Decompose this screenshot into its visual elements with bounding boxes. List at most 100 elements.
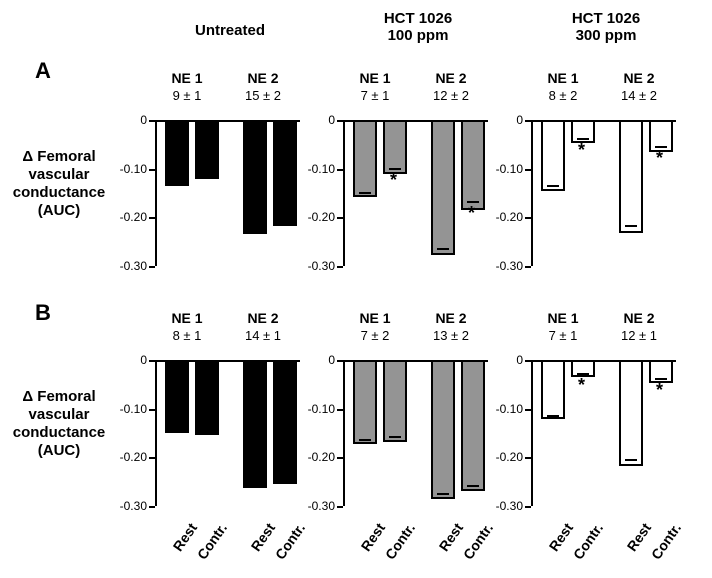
ne-group-value: 8 ± 1 bbox=[157, 328, 217, 343]
y-tick bbox=[149, 266, 155, 268]
y-tick bbox=[525, 506, 531, 508]
subplot: 0-0.10-0.20-0.30NE 17 ± 1NE 212 ± 1** bbox=[531, 360, 676, 506]
y-tick bbox=[337, 217, 343, 219]
subplot: 0-0.10-0.20-0.30NE 17 ± 2NE 213 ± 2 bbox=[343, 360, 488, 506]
bar bbox=[383, 360, 407, 442]
ne-group-value: 9 ± 1 bbox=[157, 88, 217, 103]
error-cap bbox=[249, 229, 261, 231]
y-tick-label: 0 bbox=[111, 113, 147, 127]
y-tick-label: -0.10 bbox=[299, 162, 335, 176]
ne-group-label: NE 1 bbox=[157, 70, 217, 86]
y-tick-label: -0.30 bbox=[111, 259, 147, 273]
error-cap bbox=[171, 427, 183, 429]
ne-group-value: 12 ± 2 bbox=[421, 88, 481, 103]
error-cap bbox=[437, 248, 449, 250]
y-tick-label: 0 bbox=[299, 353, 335, 367]
error-cap bbox=[625, 225, 637, 227]
bar bbox=[243, 360, 267, 488]
y-tick-label: -0.10 bbox=[299, 402, 335, 416]
y-axis-label-b: Δ Femoral vascular conductance (AUC) bbox=[4, 388, 114, 460]
panel-letter-a: A bbox=[35, 58, 51, 84]
y-tick bbox=[149, 506, 155, 508]
significance-star: * bbox=[656, 148, 663, 169]
error-cap bbox=[171, 181, 183, 183]
y-tick bbox=[149, 409, 155, 411]
significance-star: * bbox=[656, 380, 663, 401]
error-cap bbox=[547, 415, 559, 417]
y-tick bbox=[337, 409, 343, 411]
treatment-label-untreated: Untreated bbox=[160, 22, 300, 39]
y-tick bbox=[149, 457, 155, 459]
error-cap bbox=[467, 485, 479, 487]
figure: Untreated HCT 1026 100 ppm HCT 1026 300 … bbox=[0, 0, 712, 566]
bar bbox=[353, 360, 377, 444]
y-tick bbox=[337, 169, 343, 171]
treatment-label-hct-100: HCT 1026 100 ppm bbox=[348, 10, 488, 45]
error-cap bbox=[389, 436, 401, 438]
ne-group-label: NE 2 bbox=[609, 310, 669, 326]
bar bbox=[383, 120, 407, 174]
subplot: 0-0.10-0.20-0.30NE 18 ± 1NE 214 ± 1 bbox=[155, 360, 300, 506]
error-cap bbox=[201, 430, 213, 432]
y-tick-label: 0 bbox=[299, 113, 335, 127]
y-tick-label: 0 bbox=[487, 113, 523, 127]
treatment-label-hct-300: HCT 1026 300 ppm bbox=[536, 10, 676, 45]
y-tick-label: -0.10 bbox=[111, 162, 147, 176]
ne-group-value: 12 ± 1 bbox=[609, 328, 669, 343]
ne-group-label: NE 1 bbox=[345, 310, 405, 326]
y-tick-label: 0 bbox=[487, 353, 523, 367]
y-tick-label: -0.20 bbox=[111, 450, 147, 464]
ne-group-value: 7 ± 1 bbox=[345, 88, 405, 103]
bar bbox=[165, 360, 189, 433]
significance-star: * bbox=[578, 140, 585, 161]
error-cap bbox=[279, 477, 291, 479]
bar bbox=[243, 120, 267, 234]
bar bbox=[195, 120, 219, 179]
y-tick bbox=[525, 266, 531, 268]
bar bbox=[461, 360, 485, 491]
significance-star: * bbox=[578, 375, 585, 396]
ne-group-value: 13 ± 2 bbox=[421, 328, 481, 343]
y-tick-label: -0.30 bbox=[487, 499, 523, 513]
y-tick bbox=[149, 360, 155, 362]
ne-group-label: NE 2 bbox=[233, 70, 293, 86]
ne-group-label: NE 1 bbox=[533, 310, 593, 326]
significance-star: * bbox=[468, 203, 475, 224]
bar bbox=[353, 120, 377, 197]
subplot: 0-0.10-0.20-0.30NE 18 ± 2NE 214 ± 2** bbox=[531, 120, 676, 266]
panel-letter-b: B bbox=[35, 300, 51, 326]
ne-group-label: NE 2 bbox=[421, 310, 481, 326]
error-cap bbox=[547, 185, 559, 187]
error-cap bbox=[625, 459, 637, 461]
y-axis-label-a: Δ Femoral vascular conductance (AUC) bbox=[4, 148, 114, 220]
subplot: 0-0.10-0.20-0.30NE 17 ± 1NE 212 ± 2** bbox=[343, 120, 488, 266]
subplot: 0-0.10-0.20-0.30NE 19 ± 1NE 215 ± 2 bbox=[155, 120, 300, 266]
y-tick bbox=[525, 360, 531, 362]
bar bbox=[431, 360, 455, 499]
ne-group-label: NE 2 bbox=[609, 70, 669, 86]
bar bbox=[165, 120, 189, 186]
y-tick-label: -0.20 bbox=[299, 210, 335, 224]
bar bbox=[195, 360, 219, 435]
y-tick-label: -0.20 bbox=[487, 450, 523, 464]
ne-group-label: NE 1 bbox=[533, 70, 593, 86]
y-tick bbox=[525, 120, 531, 122]
error-cap bbox=[359, 439, 371, 441]
error-cap bbox=[201, 175, 213, 177]
bar bbox=[619, 120, 643, 233]
y-tick bbox=[337, 457, 343, 459]
y-tick bbox=[337, 120, 343, 122]
y-tick-label: -0.10 bbox=[487, 162, 523, 176]
y-tick bbox=[337, 506, 343, 508]
ne-group-value: 8 ± 2 bbox=[533, 88, 593, 103]
ne-group-label: NE 2 bbox=[421, 70, 481, 86]
error-cap bbox=[249, 481, 261, 483]
y-tick bbox=[149, 217, 155, 219]
bar bbox=[541, 360, 565, 419]
bar bbox=[273, 120, 297, 226]
y-tick bbox=[337, 266, 343, 268]
y-tick-label: -0.30 bbox=[487, 259, 523, 273]
ne-group-value: 7 ± 1 bbox=[533, 328, 593, 343]
error-cap bbox=[437, 493, 449, 495]
y-tick bbox=[149, 169, 155, 171]
